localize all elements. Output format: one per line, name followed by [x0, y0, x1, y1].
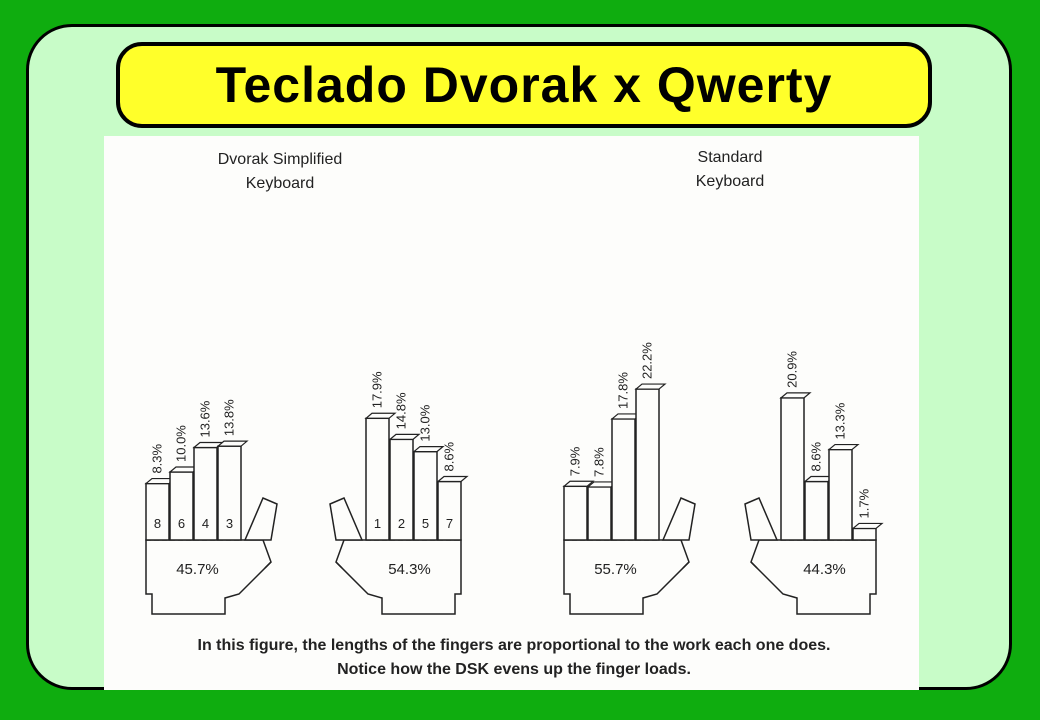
- hand-4: 20.9% 8.6% 13.3% 1.7% 44.3%: [744, 351, 884, 615]
- finger-top: [827, 443, 860, 451]
- finger-top: [412, 446, 445, 453]
- finger-top: [388, 433, 421, 440]
- finger-top: [562, 480, 595, 487]
- palm-percent-label: 45.7%: [176, 561, 219, 578]
- finger-number: 2: [398, 516, 405, 531]
- finger-percent-label: 8.6%: [442, 441, 457, 471]
- finger-bar: [563, 485, 588, 541]
- finger-percent-label: 7.8%: [592, 447, 607, 477]
- finger-number: 1: [374, 516, 381, 531]
- finger-percent-label: 20.9%: [785, 351, 800, 388]
- palm-edge: [335, 561, 343, 569]
- finger-top: [779, 392, 812, 399]
- finger-bar: [145, 482, 170, 541]
- figure-image: Dvorak Simplified Keyboard Standard Keyb…: [104, 136, 919, 690]
- finger-percent-label: 17.8%: [616, 372, 631, 409]
- finger-bar: [635, 388, 660, 541]
- finger-percent-label: 13.8%: [222, 399, 237, 436]
- dvorak-heading-line2: Keyboard: [246, 175, 315, 192]
- finger-top: [851, 522, 884, 530]
- hand-1: 8.3% 8 10.0% 6 13.6% 4 13.8% 3 45.7%: [144, 399, 278, 615]
- palm-percent-label: 54.3%: [388, 561, 431, 578]
- standard-heading-line1: Standard: [698, 149, 763, 166]
- palm-percent-label: 55.7%: [594, 561, 637, 578]
- palm: [145, 539, 272, 615]
- finger-number: 3: [226, 516, 233, 531]
- palm: [563, 539, 690, 615]
- finger-percent-label: 13.6%: [198, 400, 213, 437]
- finger-bar: [437, 480, 462, 541]
- palm-edge: [682, 561, 690, 569]
- finger-percent-label: 1.7%: [857, 488, 872, 518]
- finger-bar: [611, 418, 636, 541]
- finger-percent-label: 22.2%: [640, 342, 655, 379]
- finger-percent-label: 13.0%: [418, 404, 433, 441]
- title-box: Teclado Dvorak x Qwerty: [116, 42, 932, 128]
- finger-number: 4: [202, 516, 209, 531]
- palm: [335, 539, 462, 615]
- thumb: [329, 497, 364, 541]
- palm: [750, 539, 877, 615]
- finger-percent-label: 8.6%: [809, 441, 824, 471]
- hand-3: 7.9% 7.8% 17.8% 22.2% 55.7%: [562, 342, 696, 615]
- finger-bar: [852, 527, 877, 541]
- thumb: [661, 497, 696, 541]
- finger-bar: [804, 480, 829, 541]
- finger-number: 7: [446, 516, 453, 531]
- palm-edge: [750, 561, 758, 569]
- thumb: [744, 497, 779, 541]
- finger-load-diagram: Dvorak Simplified Keyboard Standard Keyb…: [144, 149, 884, 678]
- finger-bar: [828, 448, 853, 541]
- finger-percent-label: 13.3%: [833, 402, 848, 439]
- hand-2: 17.9% 1 14.8% 2 13.0% 5 8.6% 7 54.3%: [329, 371, 469, 615]
- finger-number: 8: [154, 516, 161, 531]
- finger-bar: [587, 486, 612, 541]
- finger-percent-label: 7.9%: [568, 446, 583, 476]
- palm-percent-label: 44.3%: [803, 561, 846, 578]
- finger-top: [634, 383, 667, 390]
- dvorak-heading-line1: Dvorak Simplified: [218, 151, 342, 168]
- finger-top: [364, 412, 397, 419]
- finger-percent-label: 10.0%: [174, 425, 189, 462]
- caption-line1: In this figure, the lengths of the finge…: [198, 637, 831, 654]
- standard-heading-line2: Keyboard: [696, 173, 765, 190]
- slide-title: Teclado Dvorak x Qwerty: [215, 57, 833, 113]
- finger-top: [216, 440, 249, 447]
- finger-top: [436, 475, 469, 483]
- caption-line2: Notice how the DSK evens up the finger l…: [337, 661, 691, 678]
- finger-number: 6: [178, 516, 185, 531]
- thumb: [243, 497, 278, 541]
- palm-edge: [264, 561, 272, 569]
- finger-bar: [780, 397, 805, 541]
- finger-percent-label: 8.3%: [150, 443, 165, 473]
- finger-number: 5: [422, 516, 429, 531]
- finger-percent-label: 14.8%: [394, 392, 409, 429]
- finger-percent-label: 17.9%: [370, 371, 385, 408]
